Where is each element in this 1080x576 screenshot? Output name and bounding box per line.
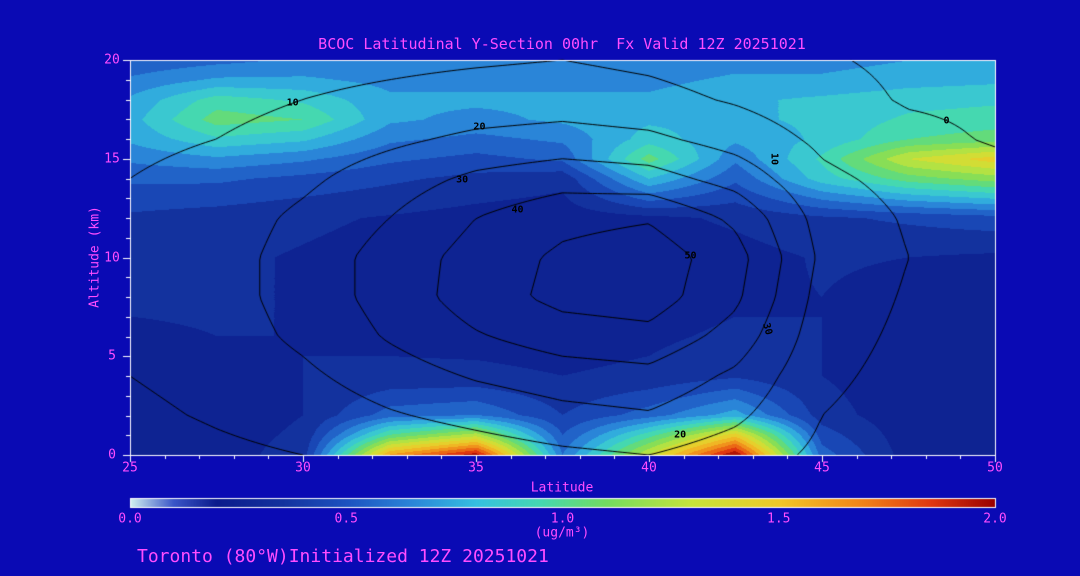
x-axis-label: Latitude [530, 480, 594, 496]
y-tick-label: 0 [108, 447, 116, 463]
x-tick-label: 45 [814, 460, 830, 476]
contour-label: 30 [456, 174, 469, 186]
x-tick-label: 50 [987, 460, 1003, 476]
contour-label: 20 [674, 429, 687, 441]
x-tick-label: 30 [295, 460, 311, 476]
chart-title: BCOC Latitudinal Y-Section 00hr Fx Valid… [318, 35, 806, 53]
x-tick-label: 25 [122, 460, 138, 476]
contour-label: 0 [943, 115, 950, 127]
y-tick-label: 20 [104, 52, 120, 68]
colorbar-tick-label: 2.0 [983, 511, 1007, 527]
footer-annotation: Toronto (80°W)Initialized 12Z 20251021 [137, 546, 549, 567]
y-tick-label: 5 [108, 348, 116, 364]
colorbar-tick-label: 0.0 [118, 511, 142, 527]
x-tick-label: 35 [468, 460, 484, 476]
contour-label: 30 [759, 321, 774, 336]
contour-label: 20 [473, 121, 486, 133]
y-tick-label: 15 [104, 151, 120, 167]
contour-label: 50 [684, 250, 697, 262]
contour-label: 10 [286, 97, 299, 109]
colorbar-tick-label: 1.5 [767, 511, 791, 527]
colorbar-units-label: (ug/m³) [534, 525, 590, 541]
y-axis-label: Altitude (km) [87, 206, 103, 308]
contour-label: 40 [511, 204, 524, 216]
colorbar-tick-label: 1.0 [550, 511, 575, 527]
colorbar-tick-label: 0.5 [334, 511, 358, 527]
contour-label: 10 [768, 152, 780, 165]
y-tick-label: 10 [104, 250, 120, 265]
x-tick-label: 40 [641, 460, 657, 476]
